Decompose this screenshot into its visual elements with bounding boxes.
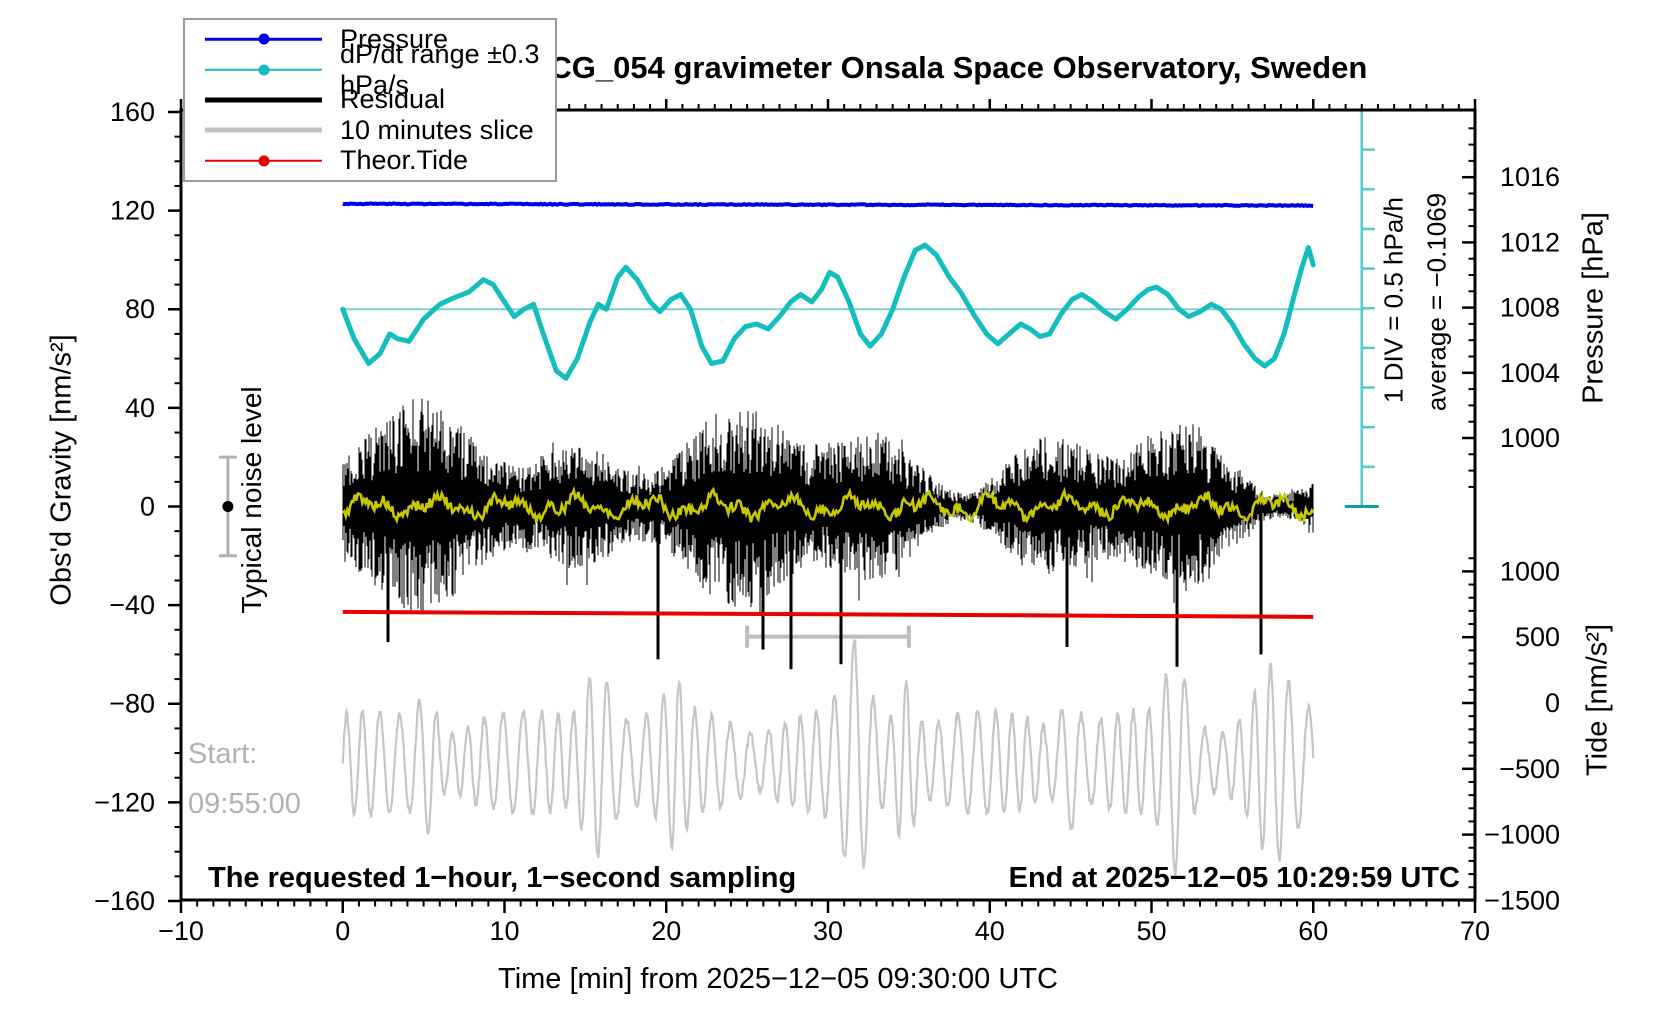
- tick-label: −1000: [1484, 820, 1560, 850]
- series-dpdt: [340, 242, 1316, 381]
- y-axis-title-pressure: Pressure [hPa]: [1577, 212, 1610, 404]
- legend-label: Theor.Tide: [340, 145, 469, 176]
- pressure-line-swatch-icon: [205, 25, 322, 53]
- annotation-slice-start-time: Start: 09:55:00: [188, 729, 301, 829]
- annotation-average: average = −0.1069: [1421, 192, 1452, 412]
- annotation-div-scale: 1 DIV = 0.5 hPa/h: [1378, 197, 1409, 403]
- tick-label: 80: [125, 294, 155, 324]
- series-residual-smoothed: [341, 485, 1315, 526]
- series-residual: [342, 398, 1314, 670]
- tick-label: 0: [335, 916, 350, 946]
- series-pressure: [342, 201, 1314, 209]
- tick-label: 500: [1515, 622, 1560, 652]
- tick-label: 50: [1136, 916, 1166, 946]
- tick-label: 30: [813, 916, 843, 946]
- legend: Pressure dP/dt range ±0.3 hPa/s Residual…: [183, 18, 557, 182]
- tick-label: 1012: [1500, 227, 1560, 257]
- tick-label: 120: [110, 196, 155, 226]
- y-axis-title-gravity: Obs'd Gravity [nm/s²]: [45, 334, 78, 606]
- tick-label: 60: [1298, 916, 1328, 946]
- tick-label: 10: [489, 916, 519, 946]
- start-time: 09:55:00: [188, 788, 301, 820]
- x-axis-title: Time [min] from 2025−12−05 09:30:00 UTC: [498, 963, 1058, 995]
- legend-item-residual: Residual: [205, 84, 555, 115]
- tick-label: −80: [109, 689, 155, 719]
- annotation-typical-noise-level: Typical noise level: [236, 386, 267, 614]
- tick-label: −10: [158, 916, 204, 946]
- legend-label: Pressure: [340, 23, 449, 54]
- chart-title: SCG_054 gravimeter Onsala Space Observat…: [528, 50, 1368, 85]
- legend-item-dpdt: dP/dt range ±0.3 hPa/s: [205, 39, 555, 100]
- tick-label: 1016: [1500, 162, 1560, 192]
- y-axis-title-tide: Tide [nm/s²]: [1581, 623, 1614, 777]
- tick-label: 1008: [1500, 293, 1560, 323]
- annotation-end-time: End at 2025−12−05 10:29:59 UTC: [1008, 862, 1460, 894]
- tick-label: −120: [94, 787, 155, 817]
- residual-line-swatch-icon: [205, 86, 322, 114]
- tick-label: −160: [94, 886, 155, 916]
- slice-line-swatch-icon: [205, 116, 322, 144]
- tick-label: −40: [109, 590, 155, 620]
- legend-label: dP/dt range ±0.3 hPa/s: [340, 38, 540, 100]
- tick-label: 1000: [1500, 556, 1560, 586]
- start-label: Start:: [188, 738, 258, 770]
- tick-label: 40: [125, 393, 155, 423]
- tick-label: 0: [1545, 688, 1560, 718]
- series-10-minutes-slice: [341, 638, 1315, 876]
- series-theor-tide: [342, 609, 1314, 619]
- tick-label: 40: [975, 916, 1005, 946]
- legend-item-tide: Theor.Tide: [205, 145, 555, 176]
- legend-label: Residual: [340, 84, 446, 115]
- tick-label: 20: [651, 916, 681, 946]
- legend-item-slice: 10 minutes slice: [205, 114, 555, 145]
- tick-label: 70: [1460, 916, 1490, 946]
- annotation-sampling-info: The requested 1−hour, 1−second sampling: [208, 862, 797, 894]
- tick-label: 0: [140, 491, 155, 521]
- axes-layer: −10 0 10 20 30 40 50 60 70 160 120 80 40 0 −40 −80 −120 −…: [94, 97, 1560, 946]
- tick-label: 160: [110, 97, 155, 127]
- tick-label: 1004: [1500, 358, 1560, 388]
- tick-label: −1500: [1484, 885, 1560, 915]
- noise-level-dot: [222, 500, 234, 512]
- tide-line-swatch-icon: [205, 147, 322, 175]
- tick-label: 1000: [1500, 423, 1560, 453]
- tick-label: −500: [1499, 754, 1560, 784]
- dpdt-line-swatch-icon: [205, 56, 322, 84]
- legend-label: 10 minutes slice: [340, 114, 534, 145]
- series-layer: [218, 108, 1379, 876]
- legend-item-pressure: Pressure: [205, 23, 555, 54]
